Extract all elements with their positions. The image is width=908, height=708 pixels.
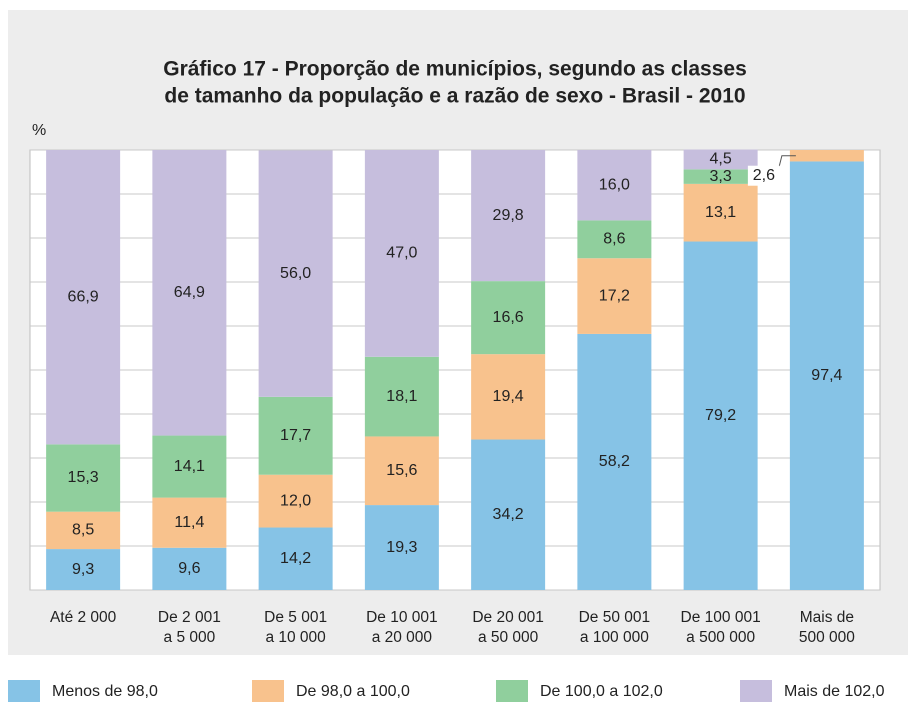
bar-segment xyxy=(364,356,439,437)
data-label: 17,2 xyxy=(599,287,630,304)
bar-segment xyxy=(577,333,652,590)
bar-segment xyxy=(46,150,121,445)
chart-subtitle: de tamanho da população e a razão de sex… xyxy=(164,85,745,108)
data-label: 34,2 xyxy=(493,506,524,523)
data-label: 13,1 xyxy=(705,204,736,221)
bar-segment xyxy=(577,258,652,334)
bar-segment xyxy=(789,161,864,590)
data-label: 97,4 xyxy=(811,367,842,384)
bar-segment xyxy=(152,150,227,436)
data-label: 19,3 xyxy=(386,539,417,556)
data-label: 9,3 xyxy=(72,561,94,578)
label-background xyxy=(747,165,780,186)
bar-segment xyxy=(789,150,864,162)
bar-segment xyxy=(471,150,546,282)
legend-swatch xyxy=(496,680,528,702)
bar-segment xyxy=(152,547,227,590)
bar-segment xyxy=(152,497,227,548)
bar-segment xyxy=(577,220,652,259)
x-tick-label: De 10 001 a 20 000 xyxy=(366,609,438,646)
bar-segment xyxy=(152,435,227,498)
data-label: 64,9 xyxy=(174,284,205,301)
bar-segment xyxy=(46,511,121,550)
data-label: 18,1 xyxy=(386,388,417,405)
bar-segment xyxy=(364,150,439,357)
legend-swatch xyxy=(740,680,772,702)
x-tick-label: De 2 001 a 5 000 xyxy=(157,609,221,646)
x-tick-label: De 100 001 a 500 000 xyxy=(680,609,761,646)
legend-swatch xyxy=(252,680,284,702)
x-tick-label: De 50 001 a 100 000 xyxy=(578,609,651,646)
data-label: 16,6 xyxy=(493,309,524,326)
bar-segment xyxy=(683,183,758,242)
data-label: 14,1 xyxy=(174,458,205,475)
chart-title: Gráfico 17 - Proporção de municípios, se… xyxy=(163,58,747,81)
x-tick-label: Até 2 000 xyxy=(49,609,117,626)
data-label: 14,2 xyxy=(280,550,311,567)
bar-segment xyxy=(471,354,546,440)
x-tick-label: De 20 001 a 50 000 xyxy=(472,609,544,646)
legend-label: De 98,0 a 100,0 xyxy=(296,683,410,700)
y-axis-label: % xyxy=(32,122,46,139)
bar-segment xyxy=(471,281,546,355)
data-label: 19,4 xyxy=(493,388,524,405)
bar-segment xyxy=(577,150,652,221)
bar-segment xyxy=(471,439,546,590)
data-label: 29,8 xyxy=(493,207,524,224)
data-label: 15,3 xyxy=(68,469,99,486)
data-label: 56,0 xyxy=(280,265,311,282)
data-label: 17,7 xyxy=(280,427,311,444)
data-label: 12,0 xyxy=(280,492,311,509)
data-label: 47,0 xyxy=(386,245,417,262)
legend-label: De 100,0 a 102,0 xyxy=(540,683,663,700)
legend-label: Menos de 98,0 xyxy=(52,683,158,700)
bar-segment xyxy=(258,150,333,397)
data-label: 4,5 xyxy=(710,151,732,168)
bar-segment xyxy=(683,149,758,170)
legend-swatch xyxy=(8,680,40,702)
data-label: 15,6 xyxy=(386,462,417,479)
bar-segment xyxy=(364,436,439,506)
bar-segment xyxy=(683,241,758,590)
data-label: 9,6 xyxy=(178,560,200,577)
data-label: 16,0 xyxy=(599,176,630,193)
legend-label: Mais de 102,0 xyxy=(784,683,885,700)
data-label: 3,3 xyxy=(710,168,732,185)
x-tick-label: Mais de 500 000 xyxy=(798,609,855,646)
bar-segment xyxy=(683,169,758,184)
data-label: 79,2 xyxy=(705,407,736,424)
bar-segment xyxy=(258,527,333,590)
bar-segment xyxy=(364,505,439,590)
data-label: 66,9 xyxy=(68,288,99,305)
x-tick-label: De 5 001 a 10 000 xyxy=(264,609,328,646)
data-label: 2,6 xyxy=(753,167,775,184)
bar-segment xyxy=(46,444,121,512)
bar-segment xyxy=(46,549,121,590)
data-label: 58,2 xyxy=(599,453,630,470)
bar-segment xyxy=(258,474,333,528)
data-label: 8,5 xyxy=(72,522,94,539)
data-label: 11,4 xyxy=(174,514,204,531)
data-label: 8,6 xyxy=(603,231,625,248)
bar-segment xyxy=(258,396,333,475)
